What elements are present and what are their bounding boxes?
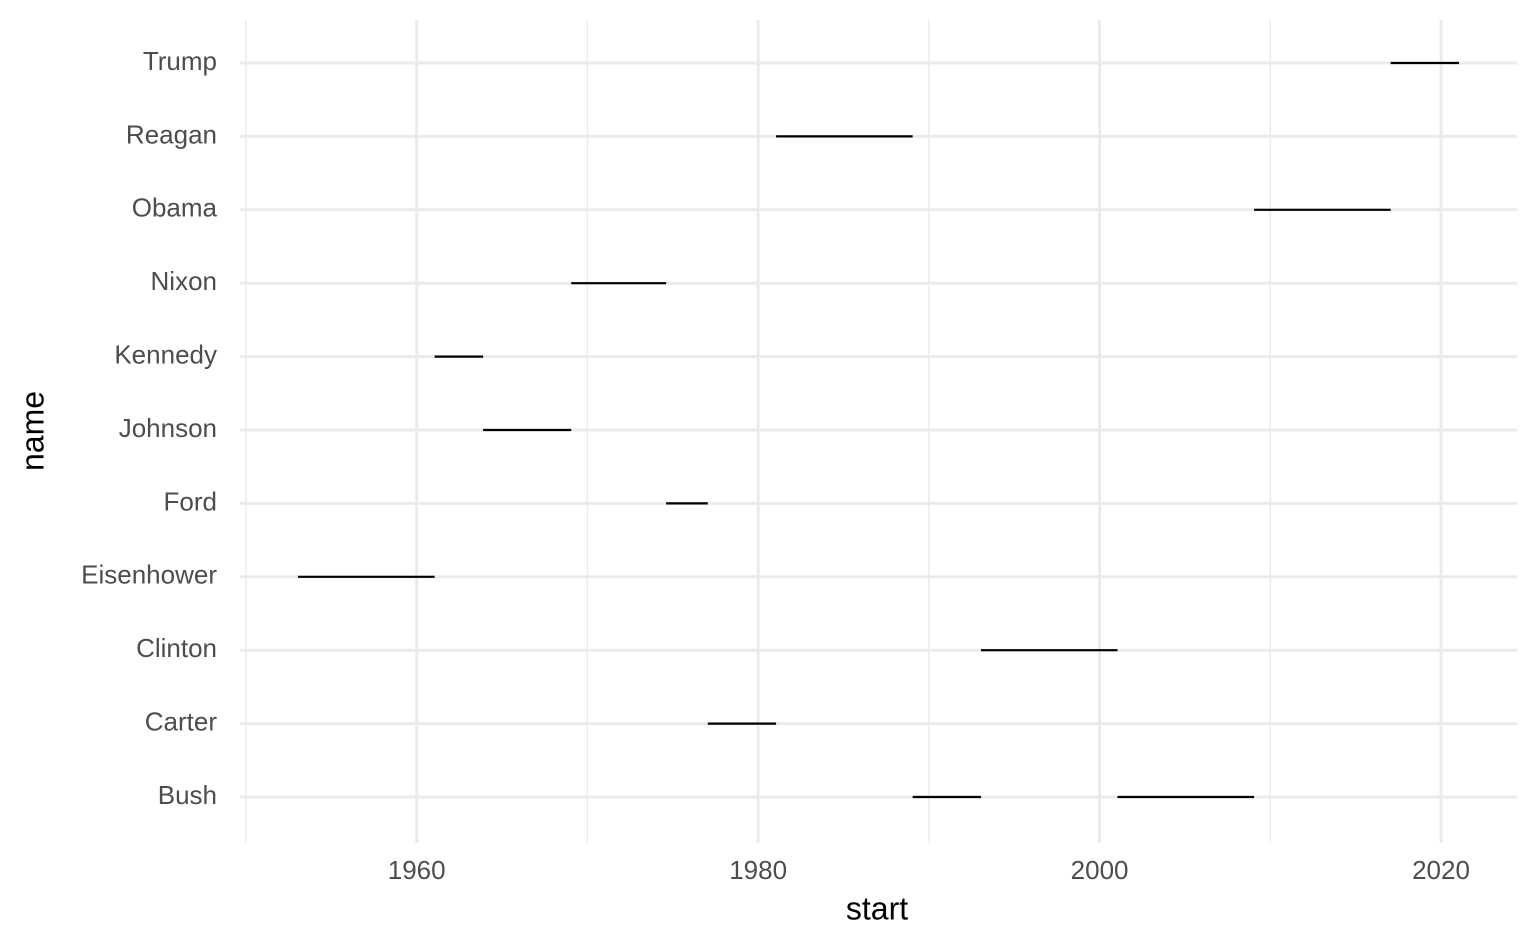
x-tick-label: 1960	[388, 855, 446, 885]
x-tick-label: 2000	[1071, 855, 1129, 885]
y-tick-label: Johnson	[119, 413, 217, 443]
y-tick-label: Carter	[145, 706, 218, 736]
x-axis-title: start	[846, 890, 908, 926]
x-tick-label: 2020	[1412, 855, 1470, 885]
y-tick-label: Ford	[164, 486, 217, 516]
y-tick-label: Obama	[132, 193, 218, 223]
y-tick-label: Nixon	[151, 266, 217, 296]
y-tick-label: Eisenhower	[81, 560, 217, 590]
x-tick-label: 1980	[729, 855, 787, 885]
y-tick-label: Bush	[158, 780, 217, 810]
y-axis-title: name	[14, 391, 50, 471]
y-tick-label: Trump	[143, 46, 217, 76]
y-tick-label: Clinton	[136, 633, 217, 663]
y-tick-label: Reagan	[126, 119, 217, 149]
y-tick-label: Kennedy	[114, 339, 217, 369]
